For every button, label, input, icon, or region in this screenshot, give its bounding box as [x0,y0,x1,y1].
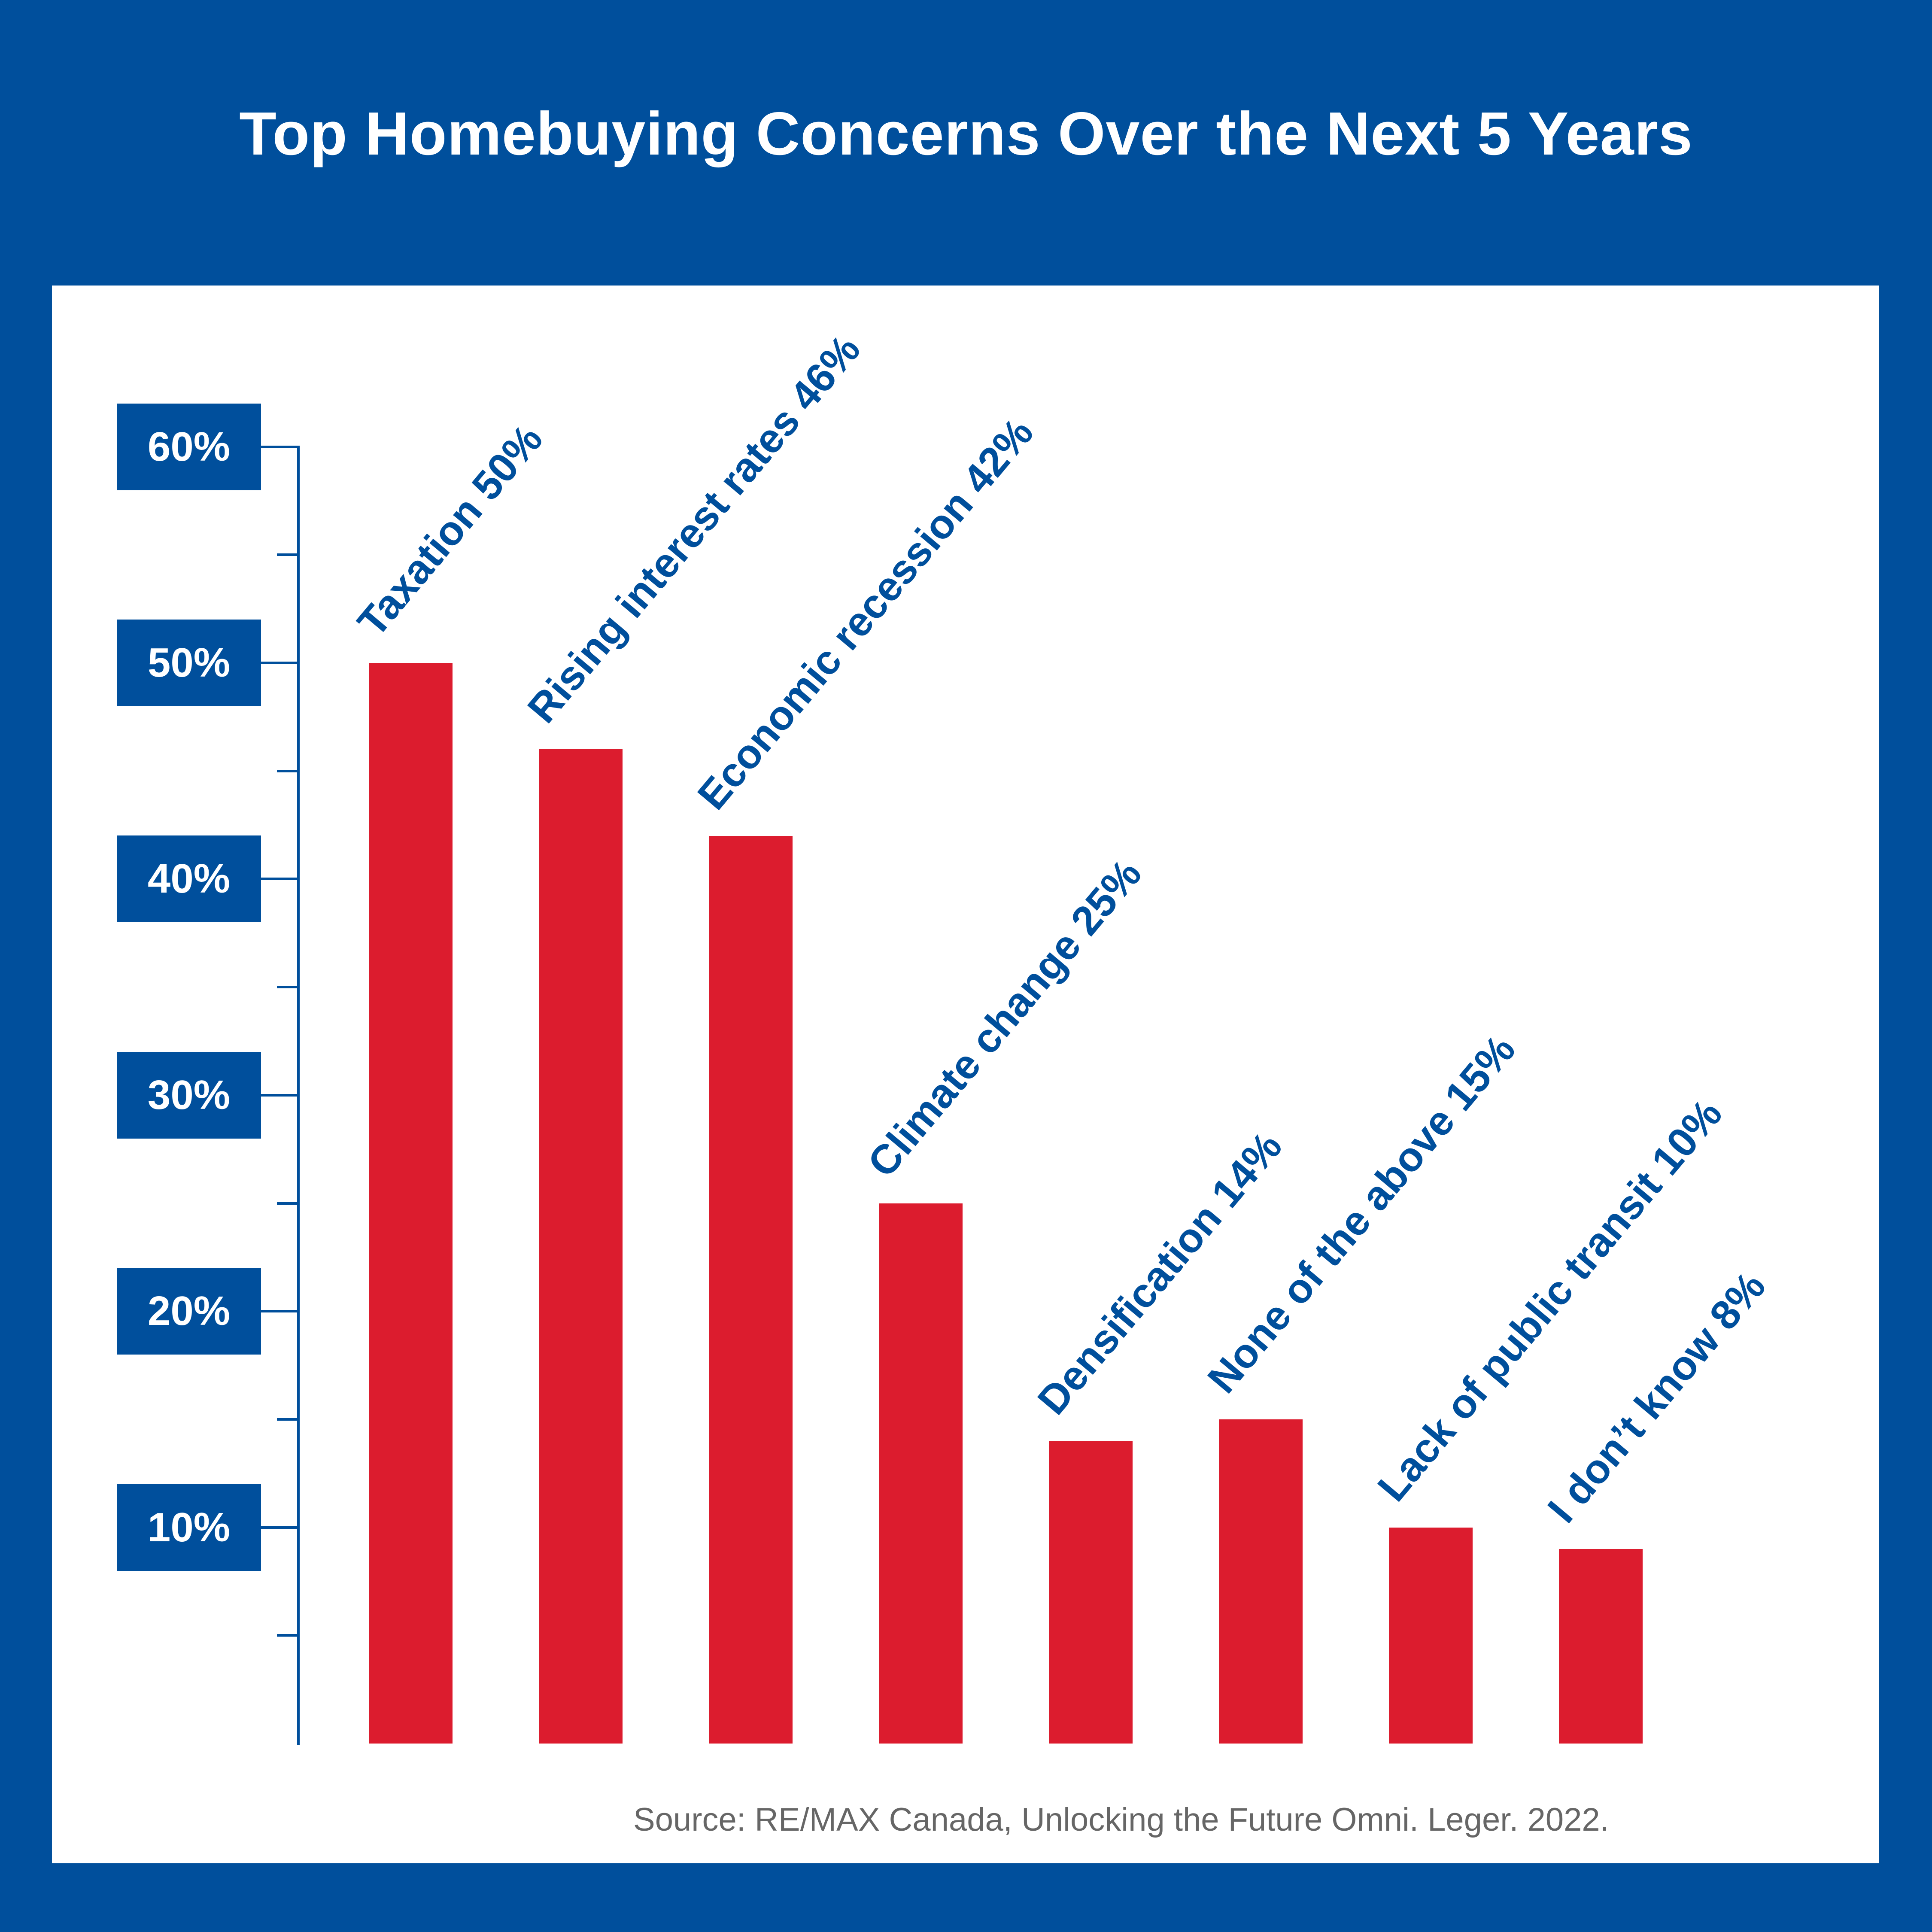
y-axis-tick [277,1418,300,1421]
bar [1559,1549,1643,1744]
bar [1389,1527,1473,1744]
y-axis-label: 30% [117,1051,261,1139]
chart-title: Top Homebuying Concerns Over the Next 5 … [239,100,1693,168]
y-axis-tick [261,445,300,448]
bar [539,749,623,1744]
y-axis-label: 50% [117,620,261,706]
y-axis-tick [277,553,300,556]
bar [369,663,453,1744]
y-axis-tick [261,662,300,664]
y-axis-tick [261,1094,300,1097]
y-axis-tick [261,1526,300,1529]
y-axis-label: 40% [117,835,261,923]
y-axis-tick [277,986,300,989]
bar [1219,1419,1303,1744]
y-axis-label: 20% [117,1268,261,1355]
y-axis-label: 10% [117,1484,261,1571]
bar [1049,1441,1133,1744]
y-axis-tick [277,1202,300,1205]
y-axis-tick [261,1310,300,1313]
bar [879,1203,963,1744]
y-axis-label: 60% [117,403,261,490]
y-axis-tick [277,769,300,772]
source-note: Source: RE/MAX Canada, Unlocking the Fut… [633,1801,1609,1838]
y-axis-tick [261,878,300,881]
bar [709,835,793,1744]
y-axis-tick [277,1634,300,1637]
